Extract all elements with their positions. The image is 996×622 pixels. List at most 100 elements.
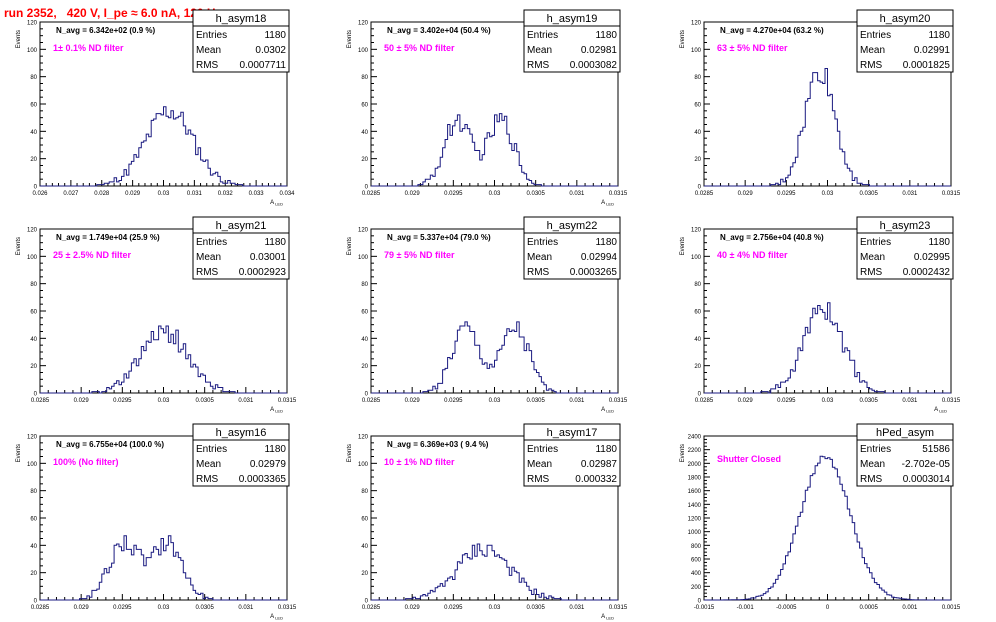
histogram-name: hPed_asym	[876, 427, 934, 439]
x-tick-label: 0.0015	[942, 605, 961, 611]
stats-label: RMS	[196, 474, 219, 485]
stats-box	[856, 439, 954, 487]
y-tick-label: 100	[358, 462, 369, 468]
x-tick-label: 0.0305	[526, 191, 545, 197]
y-tick-label: 100	[27, 462, 38, 468]
stats-label: Mean	[196, 45, 221, 56]
x-tick-label: 0.031	[238, 605, 254, 611]
y-axis-title: Events	[347, 30, 353, 48]
stats-value: 0.02987	[581, 459, 618, 470]
stats-value: 1180	[595, 30, 617, 41]
stats-label: Mean	[860, 252, 885, 263]
y-tick-label: 80	[361, 282, 368, 288]
y-tick-label: 600	[691, 558, 702, 564]
y-tick-label: 0	[34, 185, 38, 191]
x-tick-label: 0.032	[218, 191, 234, 197]
y-axis-title: Events	[16, 30, 22, 48]
histogram-name: h_asym23	[880, 220, 931, 232]
histogram-panel-h_asym20: 0 20 40 60 80 100 120 0.0285 0.029 0.0295 0.03 0.03…	[680, 9, 961, 197]
y-tick-label: 120	[27, 21, 38, 27]
x-tick-label: 0.03	[489, 398, 501, 404]
y-tick-label: 40	[30, 337, 37, 343]
y-tick-label: 100	[691, 48, 702, 54]
y-tick-label: 20	[30, 364, 37, 370]
x-axis-title: A LED	[934, 407, 947, 414]
y-tick-label: 100	[27, 48, 38, 54]
stats-value: 1180	[928, 237, 950, 248]
histogram-line-h_asym16	[40, 535, 287, 601]
stats-value: 51586	[922, 444, 950, 455]
stats-box	[523, 439, 621, 487]
stats-value: 0.0007711	[239, 60, 286, 71]
x-tick-label: 0	[826, 605, 830, 611]
stats-label: RMS	[196, 267, 219, 278]
x-tick-label: 0.0285	[362, 605, 381, 611]
stats-box	[856, 232, 954, 280]
y-tick-label: 40	[694, 337, 701, 343]
navg-label: N_avg = 6.342e+02 (0.9 %)	[56, 26, 156, 35]
stats-value: -2.702e-05	[902, 459, 951, 470]
x-tick-label: 0.0305	[526, 605, 545, 611]
x-tick-label: 0.031	[902, 191, 918, 197]
filter-label: 25 ± 2.5% ND filter	[53, 250, 131, 260]
stats-label: Mean	[860, 459, 885, 470]
y-tick-label: 60	[361, 103, 368, 109]
x-tick-label: 0.0315	[278, 398, 297, 404]
x-tick-label: 0.031	[569, 191, 585, 197]
x-tick-label: 0.0315	[942, 398, 961, 404]
y-axis-title: Events	[680, 444, 686, 462]
stats-value: 0.03001	[250, 252, 287, 263]
x-tick-label: 0.029	[738, 191, 754, 197]
x-tick-label: 0.029	[405, 191, 421, 197]
y-tick-label: 2400	[688, 435, 702, 441]
y-tick-label: 60	[30, 310, 37, 316]
filter-label: 100% (No filter)	[53, 457, 119, 467]
x-tick-label: 0.03	[489, 191, 501, 197]
stats-value: 1180	[928, 30, 950, 41]
x-tick-label: 0.029	[405, 605, 421, 611]
histogram-panel-h_asym21: 0 20 40 60 80 100 120 0.0285 0.029 0.0295 0.03 0.03…	[16, 216, 297, 414]
x-tick-label: 0.034	[279, 191, 295, 197]
filter-label: 63 ± 5% ND filter	[717, 43, 788, 53]
stats-label: Entries	[860, 444, 891, 455]
histogram-panel-hPed_asym: 0 200 400 600 800 1000 1200 1400 1600 1800 2000 220…	[680, 423, 961, 611]
stats-value: 1180	[264, 237, 286, 248]
stats-label: Mean	[196, 459, 221, 470]
y-tick-label: 80	[361, 75, 368, 81]
y-tick-label: 20	[694, 364, 701, 370]
stats-label: RMS	[527, 267, 550, 278]
y-tick-label: 1000	[688, 530, 702, 536]
y-tick-label: 1200	[688, 517, 702, 523]
y-tick-label: 20	[30, 157, 37, 163]
stats-box	[192, 232, 290, 280]
x-tick-label: 0.0285	[31, 398, 50, 404]
y-tick-label: 40	[694, 130, 701, 136]
x-tick-label: 0.028	[94, 191, 110, 197]
x-tick-label: 0.0315	[278, 605, 297, 611]
y-tick-label: 80	[694, 282, 701, 288]
x-tick-label: 0.0305	[859, 191, 878, 197]
stats-value: 1180	[595, 237, 617, 248]
x-tick-label: 0.029	[74, 398, 90, 404]
stats-label: Entries	[196, 444, 227, 455]
stats-value: 0.0002432	[903, 267, 951, 278]
y-tick-label: 40	[361, 337, 368, 343]
x-tick-label: 0.031	[187, 191, 203, 197]
stats-label: RMS	[860, 60, 883, 71]
stats-value: 0.02995	[914, 252, 951, 263]
x-tick-label: 0.0305	[526, 398, 545, 404]
y-tick-label: 40	[30, 130, 37, 136]
x-tick-label: 0.0285	[362, 398, 381, 404]
stats-value: 0.02991	[914, 45, 951, 56]
stats-value: 1180	[264, 444, 286, 455]
y-tick-label: 120	[27, 228, 38, 234]
histogram-panel-h_asym22: 0 20 40 60 80 100 120 0.0285 0.029 0.0295 0.03 0.03…	[347, 216, 628, 414]
x-tick-label: 0.03	[822, 191, 834, 197]
x-tick-label: 0.03	[489, 605, 501, 611]
x-tick-label: 0.0005	[859, 605, 878, 611]
y-tick-label: 1800	[688, 476, 702, 482]
x-tick-label: 0.0315	[609, 191, 628, 197]
y-axis-title: Events	[680, 30, 686, 48]
y-tick-label: 0	[34, 599, 38, 605]
stats-label: RMS	[527, 474, 550, 485]
